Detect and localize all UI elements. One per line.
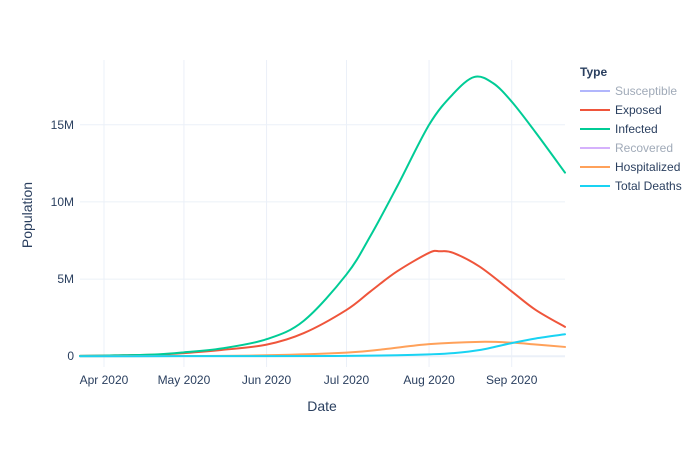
legend-label: Infected — [615, 122, 658, 136]
y-tick-label: 10M — [51, 195, 74, 209]
x-axis-title: Date — [307, 398, 337, 414]
x-tick-label: Jul 2020 — [324, 373, 370, 387]
legend: Type Susceptible Exposed Infected Recovered… — [580, 65, 682, 193]
series-line-total-deaths[interactable] — [79, 333, 566, 358]
legend-item-total-deaths[interactable]: Total Deaths — [580, 179, 682, 193]
legend-item-hospitalized[interactable]: Hospitalized — [580, 160, 680, 174]
y-tick-label: 15M — [51, 118, 74, 132]
x-tick-label: May 2020 — [158, 373, 211, 387]
legend-item-susceptible[interactable]: Susceptible — [580, 84, 677, 98]
legend-item-recovered[interactable]: Recovered — [580, 141, 673, 155]
legend-title: Type — [580, 65, 607, 79]
legend-item-exposed[interactable]: Exposed — [580, 103, 662, 117]
x-axis-ticks: Apr 2020 May 2020 Jun 2020 Jul 2020 Aug 2020… — [80, 373, 538, 387]
legend-label: Recovered — [615, 141, 673, 155]
x-tick-label: Jun 2020 — [242, 373, 292, 387]
legend-label: Exposed — [615, 103, 662, 117]
legend-label: Total Deaths — [615, 179, 682, 193]
x-tick-label: Aug 2020 — [403, 373, 455, 387]
y-tick-label: 5M — [57, 272, 74, 286]
y-axis-ticks: 0 5M 10M 15M — [51, 118, 75, 363]
legend-item-infected[interactable]: Infected — [580, 122, 658, 136]
y-tick-label: 0 — [67, 349, 74, 363]
x-gridlines — [103, 60, 513, 367]
x-tick-label: Sep 2020 — [486, 373, 538, 387]
series-lines — [79, 75, 566, 358]
legend-label: Hospitalized — [615, 160, 680, 174]
legend-label: Susceptible — [615, 84, 677, 98]
y-axis-title: Population — [19, 182, 35, 248]
series-line-infected[interactable] — [79, 75, 566, 357]
x-tick-label: Apr 2020 — [80, 373, 129, 387]
